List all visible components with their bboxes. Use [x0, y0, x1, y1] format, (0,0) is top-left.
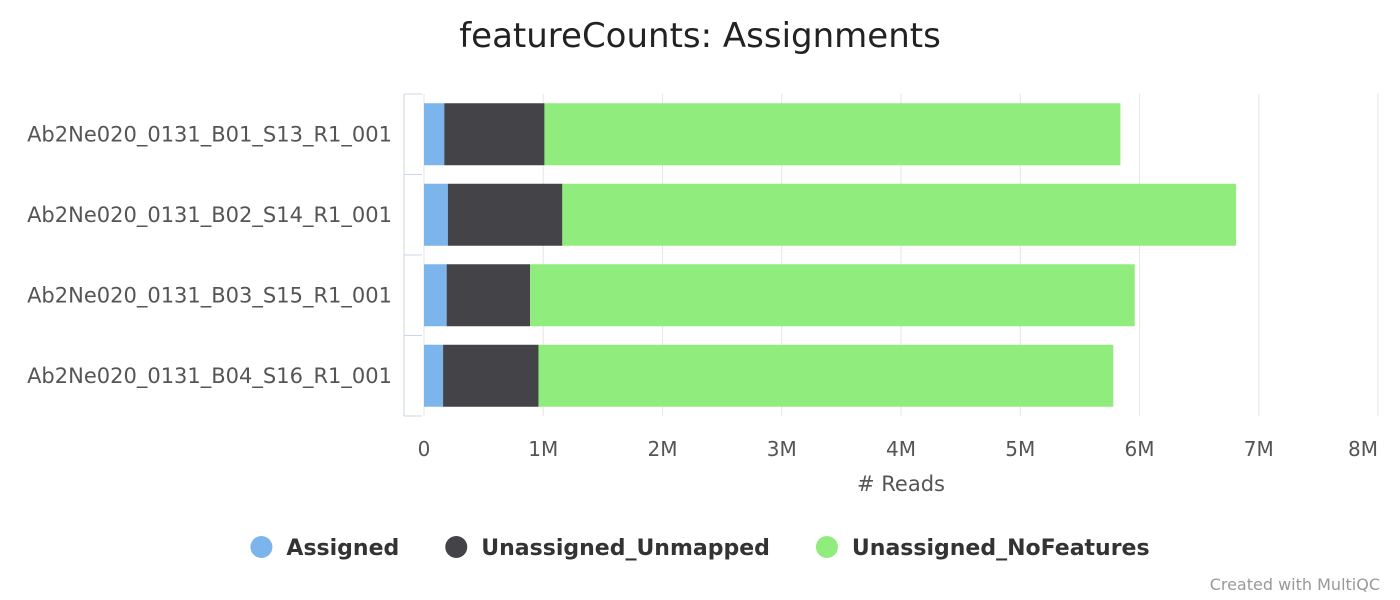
bar-Assigned-3[interactable]: [424, 344, 444, 407]
legend-label-Unassigned_NoFeatures[interactable]: Unassigned_NoFeatures: [852, 536, 1150, 561]
bar-Unassigned_Unmapped-3[interactable]: [443, 344, 539, 407]
x-tick-label: 6M: [1125, 437, 1155, 461]
category-label: Ab2Ne020_0131_B01_S13_R1_001: [27, 122, 392, 147]
x-tick-label: 4M: [886, 437, 916, 461]
x-tick-label: 5M: [1005, 437, 1035, 461]
credits-text[interactable]: Created with MultiQC: [1210, 575, 1380, 594]
bar-Assigned-2[interactable]: [424, 264, 447, 327]
x-tick-label: 0: [418, 437, 431, 461]
legend[interactable]: Assigned Unassigned_Unmapped Unassigned_No…: [250, 536, 1150, 561]
bar-Assigned-0[interactable]: [424, 103, 445, 166]
legend-label-Assigned[interactable]: Assigned: [286, 536, 399, 561]
bar-Assigned-1[interactable]: [424, 183, 448, 246]
bar-Unassigned_Unmapped-1[interactable]: [447, 183, 563, 246]
category-label: Ab2Ne020_0131_B02_S14_R1_001: [27, 203, 392, 228]
bar-Unassigned_NoFeatures-3[interactable]: [538, 344, 1114, 407]
bar-Unassigned_NoFeatures-2[interactable]: [530, 264, 1135, 327]
bar-series: [424, 103, 1237, 407]
x-tick-label: 8M: [1348, 437, 1378, 461]
bar-Unassigned_Unmapped-2[interactable]: [446, 264, 531, 327]
legend-label-Unassigned_Unmapped[interactable]: Unassigned_Unmapped: [481, 536, 770, 561]
legend-item-Assigned[interactable]: Assigned: [250, 536, 399, 561]
legend-item-Unassigned_NoFeatures[interactable]: Unassigned_NoFeatures: [815, 536, 1150, 561]
category-label: Ab2Ne020_0131_B04_S16_R1_001: [27, 364, 392, 389]
legend-marker-Assigned[interactable]: [250, 536, 273, 558]
bar-Unassigned_NoFeatures-0[interactable]: [544, 103, 1121, 166]
chart-title: featureCounts: Assignments: [459, 16, 941, 56]
x-axis-title: # Reads: [857, 472, 945, 496]
legend-items[interactable]: Assigned Unassigned_Unmapped Unassigned_No…: [250, 536, 1150, 561]
legend-marker-Unassigned_Unmapped[interactable]: [445, 536, 468, 558]
x-tick-label: 2M: [648, 437, 678, 461]
x-tick-label: 7M: [1244, 437, 1274, 461]
bar-Unassigned_Unmapped-0[interactable]: [444, 103, 545, 166]
x-tick-label: 3M: [767, 437, 797, 461]
x-axis: 0 1M 2M 3M 4M 5M 6M 7M 8M: [418, 437, 1378, 461]
bar-Unassigned_NoFeatures-1[interactable]: [562, 183, 1237, 246]
y-axis: Ab2Ne020_0131_B01_S13_R1_001 Ab2Ne020_013…: [27, 93, 422, 417]
legend-marker-Unassigned_NoFeatures[interactable]: [815, 536, 838, 558]
legend-item-Unassigned_Unmapped[interactable]: Unassigned_Unmapped: [445, 536, 770, 561]
category-label: Ab2Ne020_0131_B03_S15_R1_001: [27, 283, 392, 308]
x-tick-label: 1M: [528, 437, 558, 461]
